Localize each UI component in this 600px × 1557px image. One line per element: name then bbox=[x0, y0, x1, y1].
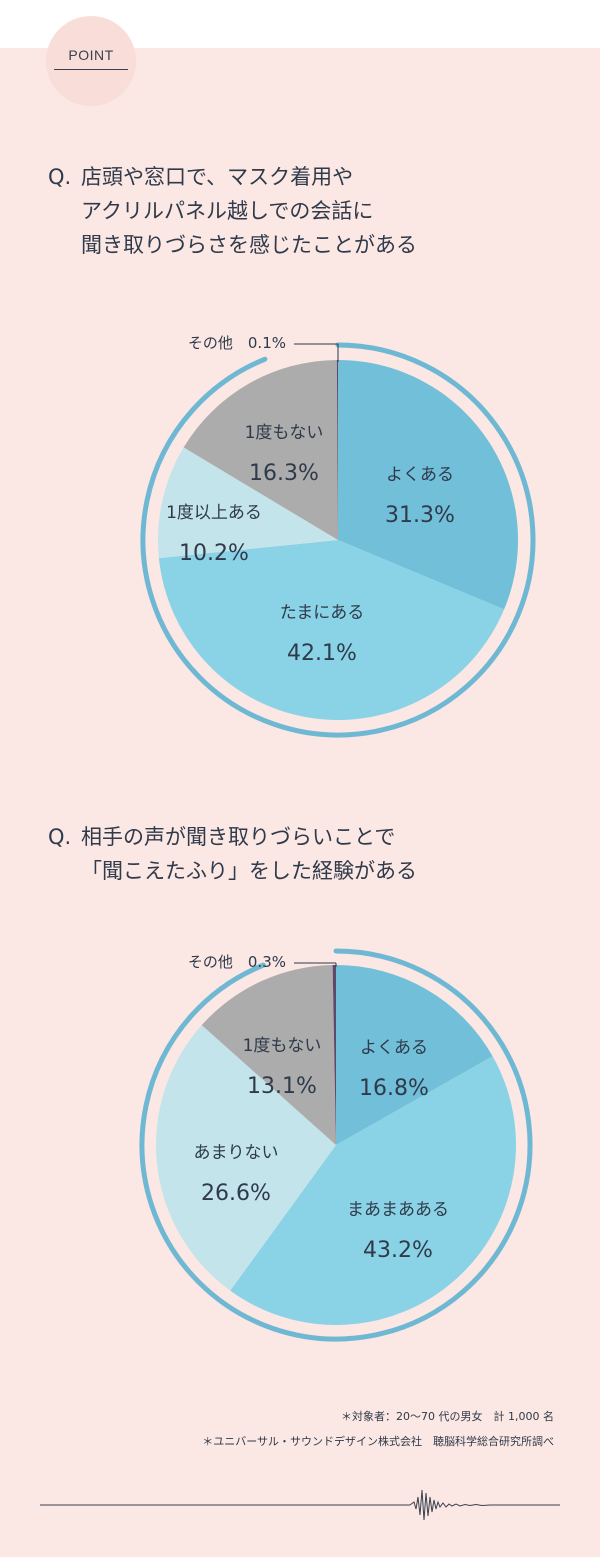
question-1-line-3: 聞き取りづらさを感じたことがある bbox=[81, 233, 417, 257]
pie-2-slice-never bbox=[201, 965, 336, 1145]
pie-2-slice-yoku-value: 16.8% bbox=[359, 1076, 429, 1101]
pie-2-slice-other bbox=[332, 965, 336, 1145]
pie-2-slice-main bbox=[230, 1056, 516, 1325]
pie-1-slice-yoku-value: 31.3% bbox=[385, 503, 455, 528]
pie-2-slice-third-value: 26.6% bbox=[201, 1181, 271, 1206]
pie-1-slice-main-label: たまにある bbox=[280, 603, 365, 623]
pie-2-slice-third-label: あまりない bbox=[194, 1143, 279, 1163]
pie-1-slice-other-label: その他 0.1% bbox=[188, 334, 286, 352]
note-source: ＊ユニバーサル・サウンドデザイン株式会社 聴脳科学総合研究所調べ bbox=[202, 1435, 554, 1448]
pie-2-outer-ring bbox=[139, 948, 533, 1342]
pie-1-outer-ring bbox=[140, 342, 536, 738]
pie-2-slice-other-label: その他 0.3% bbox=[188, 953, 286, 971]
question-1-line-2: アクリルパネル越しでの会話に bbox=[81, 199, 374, 223]
pie-1-slice-never bbox=[183, 360, 338, 540]
pie-chart-1: よくある 31.3% たまにある 42.1% 1度以上ある 10.2% 1度もない 16.3%… bbox=[140, 334, 536, 738]
point-badge-underline bbox=[54, 69, 128, 70]
question-1-mark: Q. bbox=[48, 165, 72, 189]
point-badge-label: POINT bbox=[68, 47, 114, 63]
pie-1-slice-main bbox=[158, 540, 505, 721]
pie-1-slice-third-value: 10.2% bbox=[179, 541, 249, 566]
sound-wave-icon bbox=[409, 1489, 560, 1521]
pie-2-slice-third bbox=[156, 1025, 336, 1291]
pie-chart-2: よくある 16.8% まあまあある 43.2% あまりない 26.6% 1度もない 13.1%… bbox=[139, 948, 533, 1342]
question-1: Q. 店頭や窓口で、マスク着用や アクリルパネル越しでの会話に 聞き取りづらさを… bbox=[48, 160, 417, 262]
pie-1-slice-main-value: 42.1% bbox=[287, 641, 357, 666]
question-2: Q. 相手の声が聞き取りづらいことで 「聞こえたふり」をした経験がある bbox=[48, 820, 417, 888]
pie-1-slice-yoku bbox=[338, 360, 519, 610]
pie-1-slice-third-label: 1度以上ある bbox=[166, 503, 262, 523]
pie-1-slice-other bbox=[336, 359, 338, 540]
note-respondents: ＊対象者：20〜70 代の男女 計 1,000 名 bbox=[341, 1410, 554, 1423]
pie-2-slice-main-value: 43.2% bbox=[363, 1238, 433, 1263]
pie-1-slice-never-label: 1度もない bbox=[245, 423, 324, 443]
pie-1-slice-third bbox=[158, 447, 338, 559]
question-2-line-2: 「聞こえたふり」をした経験がある bbox=[81, 859, 417, 883]
sound-wave-divider bbox=[40, 1489, 560, 1521]
question-2-line-1: 相手の声が聞き取りづらいことで bbox=[81, 825, 396, 849]
pie-2-slice-never-value: 13.1% bbox=[247, 1074, 317, 1099]
pie-1-slice-never-value: 16.3% bbox=[249, 461, 319, 486]
question-2-mark: Q. bbox=[48, 825, 72, 849]
pie-2-slice-yoku bbox=[336, 965, 493, 1145]
pie-2-slice-never-label: 1度もない bbox=[243, 1036, 322, 1056]
pie-2-slice-yoku-label: よくある bbox=[360, 1038, 428, 1058]
point-badge bbox=[46, 16, 136, 106]
pie-1-slice-yoku-label: よくある bbox=[386, 465, 454, 485]
question-1-line-1: 店頭や窓口で、マスク着用や bbox=[81, 165, 354, 189]
pie-2-slice-main-label: まあまあある bbox=[347, 1200, 449, 1220]
